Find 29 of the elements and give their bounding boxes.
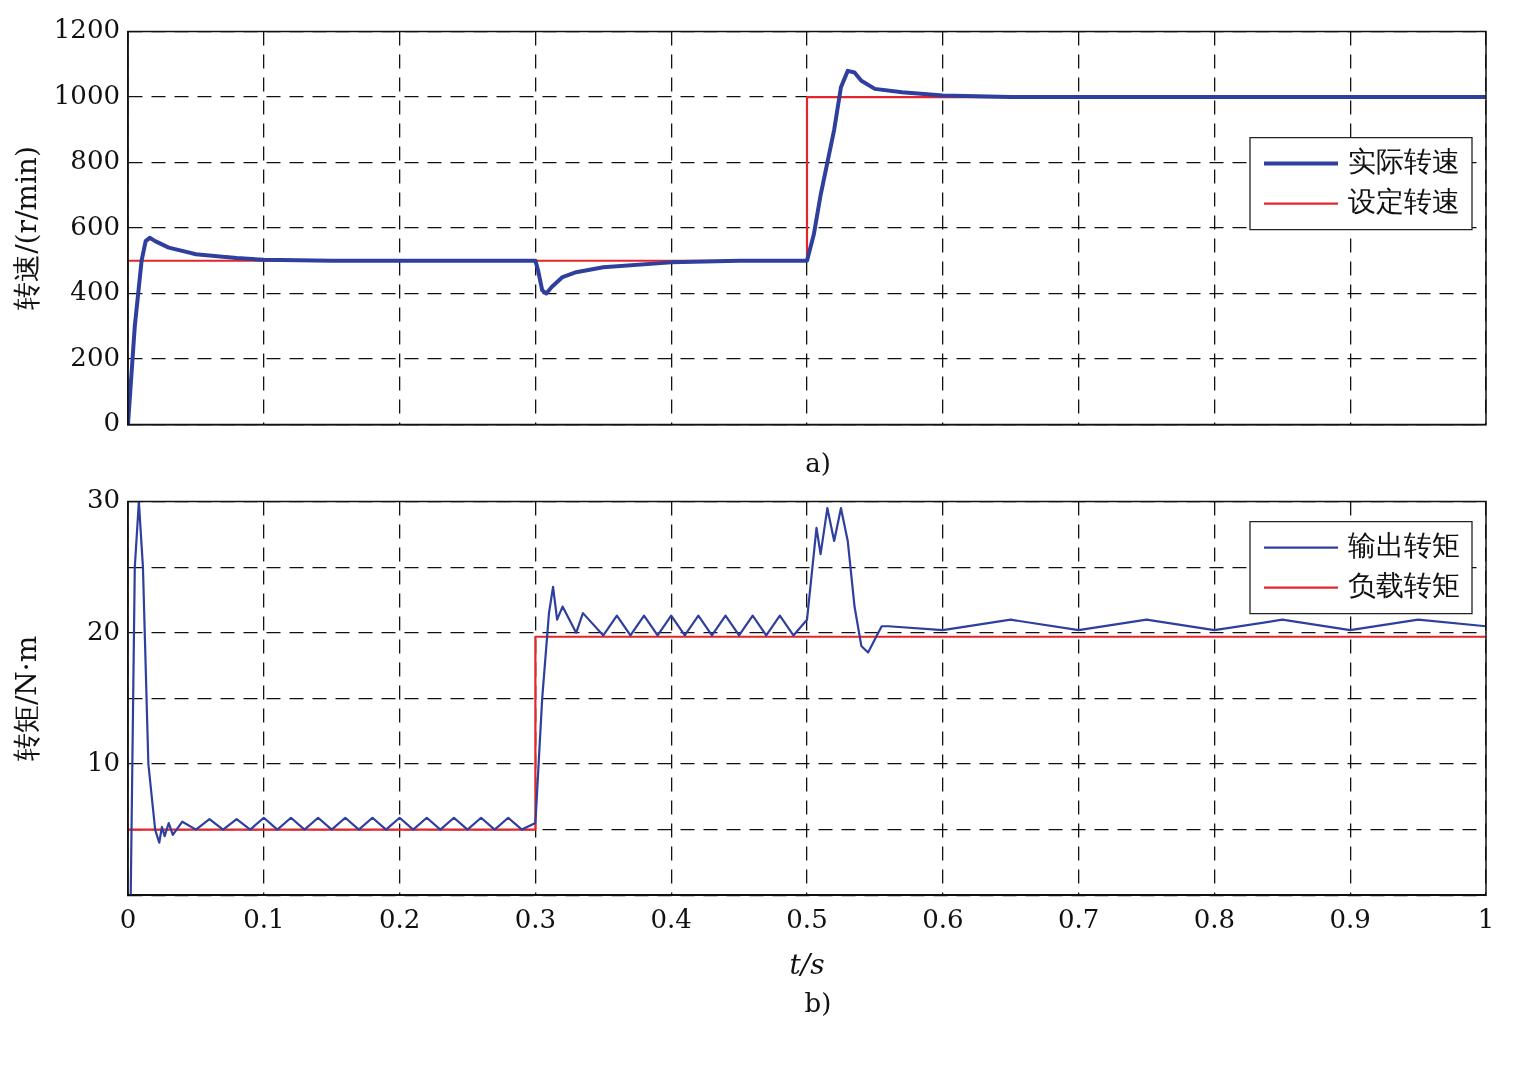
- legend-label: 实际转速: [1348, 144, 1460, 178]
- legend-label: 设定转速: [1348, 184, 1460, 218]
- text: b): [803, 988, 833, 1018]
- y-tick-label: 10: [86, 746, 120, 777]
- y-tick-label: 0: [103, 407, 120, 438]
- x-tick-label: 0.5: [786, 903, 828, 934]
- text: a): [804, 448, 832, 478]
- y-tick-label: 1000: [53, 79, 120, 110]
- x-tick-label: 0.8: [1193, 903, 1236, 934]
- x-tick-label: 0.3: [514, 903, 557, 934]
- y-tick-label: 200: [70, 341, 120, 372]
- legend-label: 负载转矩: [1348, 568, 1460, 602]
- x-tick-label: 0.2: [378, 903, 421, 934]
- y-tick-label: 800: [70, 145, 120, 176]
- x-axis-title: t/s: [789, 948, 825, 982]
- x-tick-label: 0.1: [243, 903, 285, 934]
- x-tick-label: 0.6: [922, 903, 964, 934]
- y-tick-label: 1200: [53, 14, 120, 45]
- x-tick-label: 0.9: [1329, 903, 1371, 934]
- y-axis-title: 转矩/N·m: [10, 635, 44, 762]
- y-axis-title: 转速/(r/min): [10, 146, 44, 310]
- x-tick-label: 1: [1477, 903, 1495, 934]
- y-tick-label: 30: [86, 484, 120, 515]
- y-tick-label: 20: [86, 615, 120, 646]
- y-tick-label: 400: [70, 276, 120, 307]
- y-tick-label: 600: [70, 210, 120, 241]
- x-tick-label: 0.4: [650, 903, 692, 934]
- x-tick-label: 0.7: [1057, 903, 1100, 934]
- legend-label: 输出转矩: [1348, 528, 1460, 562]
